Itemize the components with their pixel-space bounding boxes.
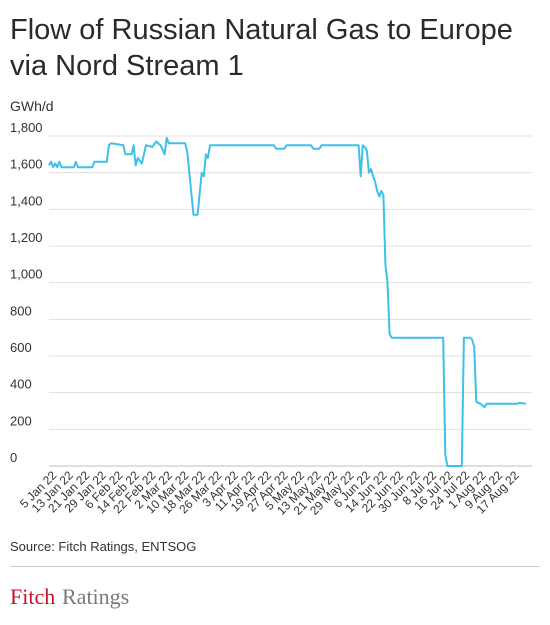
y-tick-label: 600 — [10, 340, 32, 355]
fitch-ratings-logo: Fitch Ratings — [10, 582, 150, 617]
source-note: Source: Fitch Ratings, ENTSOG — [10, 539, 197, 554]
logo-ratings-text: Ratings — [62, 584, 129, 609]
y-axis-ticks: 0 200 400 600 800 1,000 1,200 1,400 1,600 1,800 — [10, 120, 43, 465]
grid-lines — [49, 135, 532, 467]
logo-wordmark-icon: Fitch Ratings — [10, 584, 129, 609]
y-tick-label: 1,200 — [10, 230, 43, 245]
chart-title: Flow of Russian Natural Gas to Europe vi… — [10, 14, 513, 82]
y-tick-label: 1,400 — [10, 193, 43, 208]
y-tick-label: 200 — [10, 413, 32, 428]
y-tick-label: 400 — [10, 377, 32, 392]
y-tick-label: 800 — [10, 303, 32, 318]
logo-fitch-text: Fitch — [10, 584, 55, 609]
series-line — [48, 136, 526, 467]
series-layer — [48, 136, 526, 467]
y-axis-unit-label: GWh/d — [10, 98, 54, 114]
y-tick-label: 1,000 — [10, 267, 43, 282]
y-tick-label: 1,800 — [10, 120, 43, 135]
y-tick-label: 1,600 — [10, 157, 43, 172]
footer-divider — [10, 566, 540, 567]
y-tick-label: 0 — [10, 450, 17, 465]
